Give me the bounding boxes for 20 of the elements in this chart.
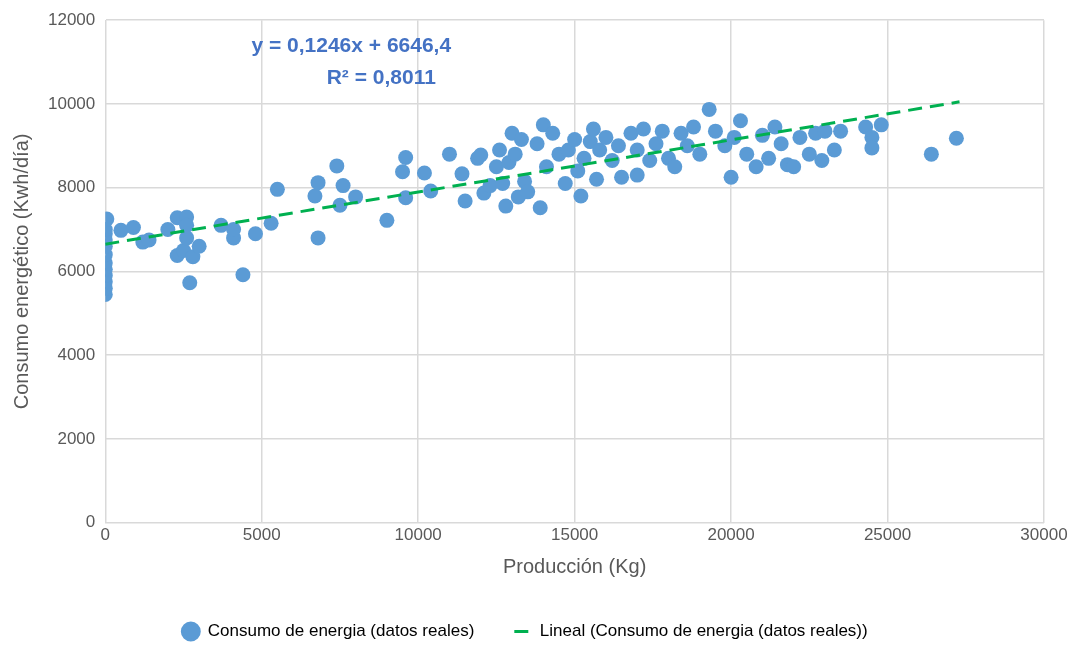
y-tick-label: 4000 bbox=[57, 344, 96, 364]
annotation: R² = 0,8011 bbox=[326, 65, 437, 88]
legend-label: Consumo de energia (datos reales) bbox=[207, 621, 475, 641]
x-tick-label: 5000 bbox=[242, 525, 281, 545]
x-tick-label: 0 bbox=[100, 525, 111, 545]
annotation: y = 0,1246x + 6646,4 bbox=[251, 33, 452, 56]
y-tick-label: 6000 bbox=[57, 261, 96, 281]
x-tick-label: 30000 bbox=[1020, 525, 1068, 545]
y-tick-label: 8000 bbox=[57, 177, 96, 197]
y-tick-label: 12000 bbox=[47, 9, 96, 29]
x-tick-label: 10000 bbox=[394, 525, 442, 545]
x-axis-title: Producción (Kg) bbox=[502, 554, 647, 577]
y-tick-label: 0 bbox=[85, 512, 96, 532]
x-tick-label: 15000 bbox=[551, 525, 599, 545]
x-tick-label: 20000 bbox=[707, 525, 755, 545]
y-tick-label: 10000 bbox=[47, 93, 96, 113]
legend-label: Lineal (Consumo de energia (datos reales)) bbox=[539, 621, 868, 641]
x-tick-label: 25000 bbox=[863, 525, 912, 545]
y-axis-title: Consumo energético (Kwh/día) bbox=[9, 133, 32, 410]
y-tick-label: 2000 bbox=[57, 428, 96, 448]
